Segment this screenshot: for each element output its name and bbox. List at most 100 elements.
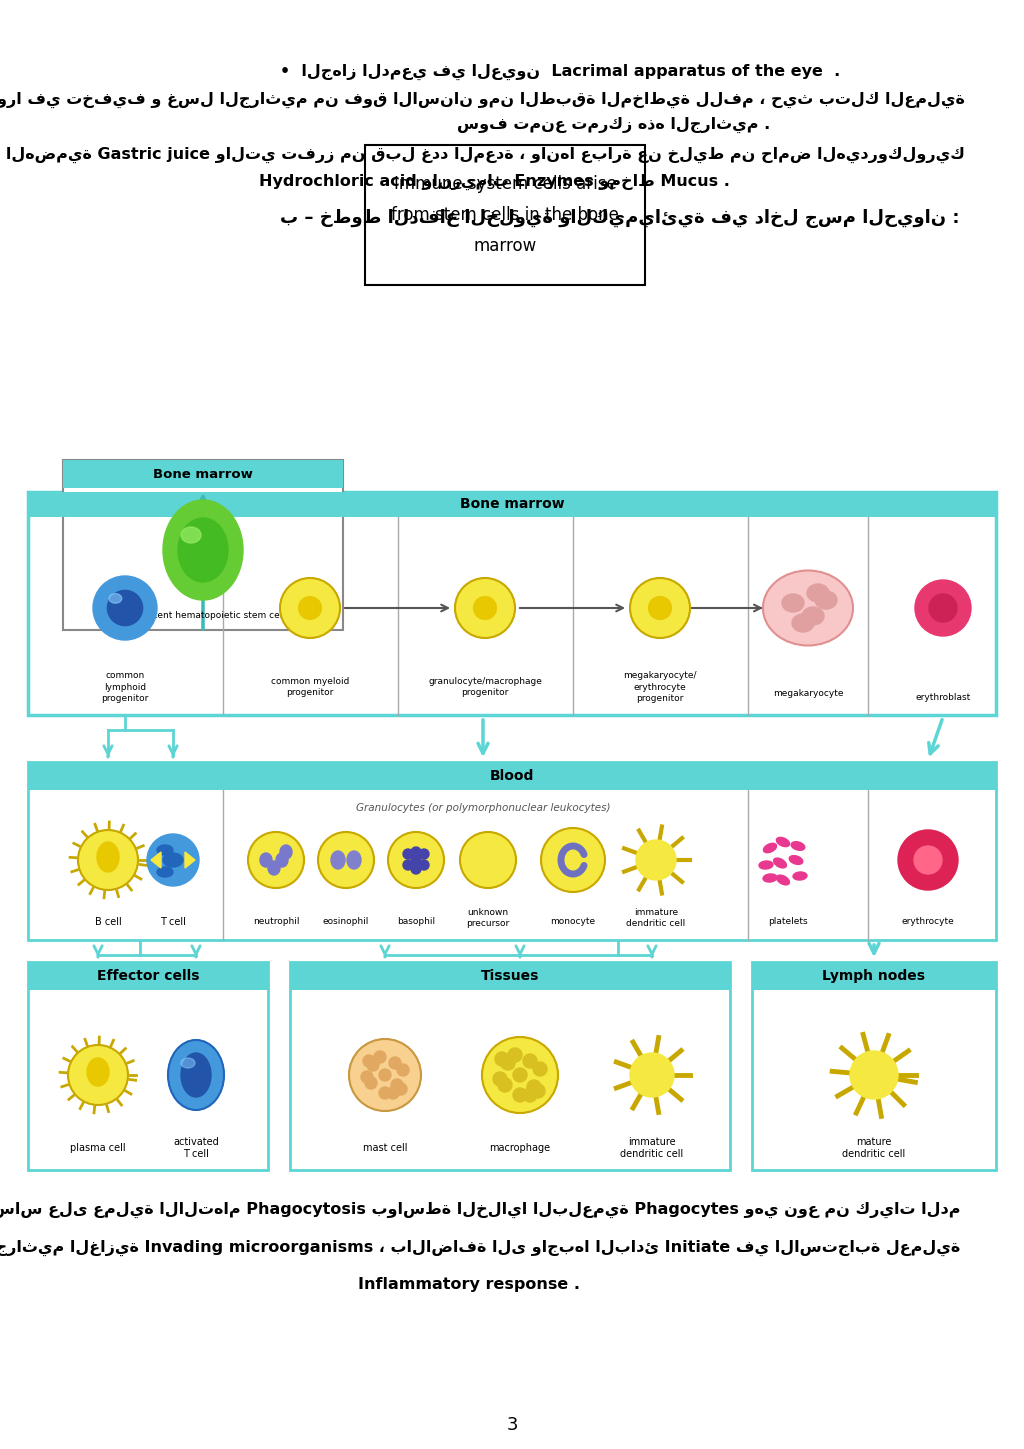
- Circle shape: [898, 830, 958, 890]
- Circle shape: [388, 832, 444, 888]
- Text: Lymph nodes: Lymph nodes: [822, 969, 926, 982]
- Text: Effector cells: Effector cells: [96, 969, 200, 982]
- Text: from stem cells in the bone: from stem cells in the bone: [391, 206, 618, 225]
- Text: megakaryocyte: megakaryocyte: [773, 688, 843, 697]
- Text: 3: 3: [506, 1416, 518, 1435]
- Text: erythroblast: erythroblast: [915, 693, 971, 701]
- Text: Granulocytes (or polymorphonuclear leukocytes): Granulocytes (or polymorphonuclear leuko…: [355, 803, 610, 813]
- Text: Tissues: Tissues: [481, 969, 540, 982]
- Circle shape: [482, 1037, 558, 1113]
- Ellipse shape: [157, 867, 173, 877]
- Circle shape: [508, 1048, 522, 1062]
- Text: immature
dendritic cell: immature dendritic cell: [621, 1137, 684, 1159]
- Text: Inflammatory response .: Inflammatory response .: [358, 1277, 580, 1291]
- Circle shape: [630, 1053, 674, 1097]
- Text: Bone marrow: Bone marrow: [153, 468, 253, 481]
- Ellipse shape: [181, 527, 201, 543]
- Circle shape: [455, 578, 515, 638]
- Text: immature
dendritic cell: immature dendritic cell: [627, 909, 686, 927]
- Bar: [28, 762, 996, 790]
- Circle shape: [68, 1045, 128, 1106]
- Bar: [63, 459, 343, 488]
- Circle shape: [361, 1071, 373, 1082]
- Circle shape: [513, 1088, 527, 1103]
- Circle shape: [411, 848, 421, 856]
- Text: monocyte: monocyte: [551, 917, 596, 926]
- Ellipse shape: [178, 517, 228, 582]
- Text: megakaryocyte/
erythrocyte
progenitor: megakaryocyte/ erythrocyte progenitor: [624, 671, 696, 703]
- Ellipse shape: [782, 594, 804, 611]
- Ellipse shape: [763, 571, 853, 645]
- Text: eosinophil: eosinophil: [323, 917, 370, 926]
- Circle shape: [411, 855, 421, 865]
- Text: macrophage: macrophage: [489, 1143, 551, 1153]
- Text: B cell: B cell: [94, 917, 122, 927]
- Ellipse shape: [331, 851, 345, 869]
- Circle shape: [527, 1080, 541, 1094]
- Circle shape: [501, 1056, 515, 1069]
- Circle shape: [403, 861, 413, 869]
- Text: marrow: marrow: [473, 236, 537, 255]
- Circle shape: [495, 1052, 509, 1066]
- Ellipse shape: [794, 872, 807, 880]
- Circle shape: [367, 1059, 379, 1071]
- Circle shape: [513, 1068, 527, 1082]
- Circle shape: [523, 1088, 537, 1103]
- Bar: [28, 962, 268, 990]
- Text: mature
dendritic cell: mature dendritic cell: [843, 1137, 905, 1159]
- Text: Hydrochloric acid وانزيمات Enzymes ومخاط Mucus .: Hydrochloric acid وانزيمات Enzymes ومخاط…: [259, 174, 730, 190]
- Circle shape: [523, 1053, 537, 1068]
- Circle shape: [248, 832, 304, 888]
- Bar: [28, 962, 268, 1169]
- Ellipse shape: [815, 591, 837, 609]
- Text: unknown
precursor: unknown precursor: [466, 909, 510, 927]
- Bar: [752, 962, 996, 1169]
- Ellipse shape: [260, 853, 272, 867]
- Polygon shape: [151, 852, 161, 868]
- Circle shape: [648, 597, 672, 619]
- Bar: [28, 762, 996, 940]
- Text: •  الجهاز الدمعي في العيون  Lacrimal apparatus of the eye  .: • الجهاز الدمعي في العيون Lacrimal appar…: [280, 64, 840, 80]
- Circle shape: [473, 597, 497, 619]
- Text: Blood: Blood: [489, 769, 535, 782]
- Circle shape: [915, 580, 971, 636]
- Text: سوف تمنع تمركز هذه الجراثيم .: سوف تمنع تمركز هذه الجراثيم .: [457, 117, 770, 133]
- Circle shape: [389, 1056, 401, 1069]
- Text: mast cell: mast cell: [362, 1143, 408, 1153]
- Circle shape: [914, 846, 942, 874]
- Ellipse shape: [163, 500, 243, 600]
- Text: basophil: basophil: [397, 917, 435, 926]
- Text: pluripotent hematopoietic stem cell: pluripotent hematopoietic stem cell: [122, 611, 285, 620]
- Circle shape: [850, 1051, 898, 1098]
- Ellipse shape: [268, 861, 280, 875]
- Ellipse shape: [87, 1058, 109, 1085]
- Circle shape: [498, 1078, 512, 1093]
- Ellipse shape: [807, 584, 829, 601]
- Circle shape: [365, 1077, 377, 1090]
- Circle shape: [419, 861, 429, 869]
- Circle shape: [299, 597, 322, 619]
- Ellipse shape: [802, 607, 824, 625]
- Bar: [290, 962, 730, 990]
- Text: حيث تعتمد بالدرجة الاساس على عملية الالتهام Phagocytosis بواسطة الخلايا البلعمية: حيث تعتمد بالدرجة الاساس على عملية الالت…: [0, 1201, 961, 1219]
- Text: ب – خطوط الدفاع الخلوية والكيميائية في داخل جسم الحيوان :: ب – خطوط الدفاع الخلوية والكيميائية في د…: [281, 209, 959, 227]
- Text: activated
T cell: activated T cell: [173, 1137, 219, 1159]
- Circle shape: [493, 1072, 507, 1085]
- Text: Immune system cells arise: Immune system cells arise: [393, 175, 616, 193]
- Circle shape: [374, 1051, 386, 1064]
- Text: •  اللعاب Saliva .التي تلعب دورا في تخفيف و غسل الجراثيم من فوق الاسنان ومن الطب: • اللعاب Saliva .التي تلعب دورا في تخفيف…: [0, 91, 965, 109]
- Circle shape: [147, 835, 199, 885]
- Bar: [752, 962, 996, 990]
- Ellipse shape: [790, 856, 803, 864]
- Circle shape: [534, 1062, 547, 1077]
- Ellipse shape: [347, 851, 361, 869]
- Text: T cell: T cell: [160, 917, 186, 927]
- Polygon shape: [185, 852, 195, 868]
- Ellipse shape: [764, 843, 776, 852]
- Ellipse shape: [157, 845, 173, 855]
- Text: platelets: platelets: [768, 917, 808, 926]
- Ellipse shape: [97, 842, 119, 872]
- Text: neutrophil: neutrophil: [253, 917, 299, 926]
- Circle shape: [379, 1087, 391, 1098]
- Ellipse shape: [276, 853, 288, 867]
